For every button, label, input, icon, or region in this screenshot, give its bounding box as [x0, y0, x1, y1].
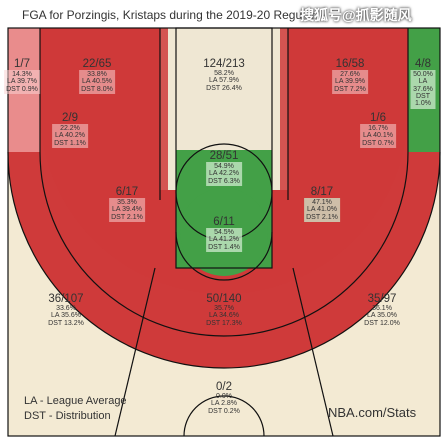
zone-label: 8/17 47.1% LA 41.0% DST 2.1% — [304, 186, 340, 224]
zone-pct: 14.3% — [12, 71, 32, 79]
zone-dst: DST 12.0% — [364, 319, 400, 327]
zone-la: LA 35.0% — [367, 312, 397, 320]
zone-dst: DST 7.2% — [334, 85, 366, 93]
zone-pct: 58.2% — [214, 70, 234, 78]
chart-title: FGA for Porzingis, Kristaps during the 2… — [22, 8, 316, 22]
zone-pct: 22.2% — [60, 125, 80, 133]
paint-lines — [175, 27, 273, 269]
deep-divider-left — [114, 267, 156, 437]
zone-fg: 28/51 — [209, 150, 239, 162]
zone-label: 124/213 58.2% LA 57.9% DST 26.4% — [203, 58, 245, 92]
zone-fg: 35/97 — [367, 293, 397, 305]
zone-label: 22/65 33.8% LA 40.5% DST 8.0% — [79, 58, 115, 96]
zone-pct: 33.6% — [56, 305, 76, 313]
zone-fg: 1/6 — [370, 112, 386, 124]
source-link[interactable]: NBA.com/Stats — [328, 405, 417, 420]
zone-pct: 27.6% — [340, 71, 360, 79]
zone-dst: DST 0.2% — [208, 407, 240, 415]
zone-dst: DST 2.1% — [111, 213, 143, 221]
zone-pct: 0.0% — [216, 393, 232, 401]
zone-la: LA 39.7% — [7, 78, 37, 86]
zone-pct: 54.5% — [214, 229, 234, 237]
zone-fg: 2/9 — [62, 112, 78, 124]
zone-label: 36/107 33.6% LA 35.6% DST 13.2% — [48, 293, 84, 327]
zone-dst: DST 0.9% — [6, 85, 38, 93]
zone-label: 1/6 16.7% LA 40.1% DST 0.7% — [360, 112, 396, 150]
zone-la: LA 2.8% — [210, 400, 238, 408]
zone-label: 6/11 54.5% LA 41.2% DST 1.4% — [206, 216, 242, 254]
zone-pct: 50.0% — [413, 71, 433, 79]
zone-dst: DST 17.3% — [206, 319, 242, 327]
zone-dst: DST 1.1% — [54, 139, 86, 147]
zone-la: LA 39.9% — [335, 78, 365, 86]
zone-top-key-fill-2 — [168, 28, 280, 190]
deep-divider-right — [292, 267, 334, 437]
zone-label: 2/9 22.2% LA 40.2% DST 1.1% — [52, 112, 88, 150]
zone-la: LA 37.6% — [413, 78, 433, 93]
zone-la: LA 57.9% — [209, 77, 239, 85]
zone-la: LA 41.0% — [307, 206, 337, 214]
zone-la: LA 34.6% — [209, 312, 239, 320]
zone-pct: 35.3% — [117, 199, 137, 207]
zone-label: 16/58 27.6% LA 39.9% DST 7.2% — [332, 58, 368, 96]
restricted-arc — [175, 231, 273, 281]
half-court-arc — [183, 395, 265, 437]
zone-la: LA 39.4% — [112, 206, 142, 214]
zone-dst: DST 26.4% — [206, 84, 242, 92]
zone-label: 4/8 50.0% LA 37.6% DST 1.0% — [410, 58, 436, 110]
zone-fg: 6/11 — [213, 216, 235, 228]
zone-dst: DST 1.4% — [208, 243, 240, 251]
zone-la: LA 41.2% — [209, 236, 239, 244]
zone-fg: 1/7 — [14, 58, 30, 70]
zone-pct: 36.1% — [372, 305, 392, 313]
legend-dst: DST - Distribution — [24, 410, 111, 422]
zone-fg: 22/65 — [82, 58, 112, 70]
watermark: 搜狐号@抓影随风 — [300, 7, 412, 23]
zone-pct: 54.9% — [214, 163, 234, 171]
outer-arc — [7, 151, 441, 369]
zone-label: 50/140 35.7% LA 34.6% DST 17.3% — [206, 293, 242, 327]
zone-fg: 124/213 — [203, 58, 245, 70]
zone-fg: 50/140 — [206, 293, 242, 305]
zone-la: LA 40.5% — [82, 78, 112, 86]
zone-pct: 35.7% — [214, 305, 234, 313]
zone-fg: 16/58 — [335, 58, 365, 70]
zone-fg: 0/2 — [216, 381, 232, 393]
zone-pct: 47.1% — [312, 199, 332, 207]
zone-pct: 16.7% — [368, 125, 388, 133]
zone-la: LA 40.1% — [363, 132, 393, 140]
zone-dst: DST 8.0% — [81, 85, 113, 93]
zone-dst: DST 2.1% — [306, 213, 338, 221]
zone-label: 6/17 35.3% LA 39.4% DST 2.1% — [109, 186, 145, 224]
zone-label: 28/51 54.9% LA 42.2% DST 6.3% — [206, 150, 242, 188]
zone-fg: 8/17 — [310, 186, 334, 198]
zone-dst: DST 0.7% — [362, 139, 394, 147]
zone-fg: 4/8 — [415, 58, 431, 70]
zone-la: LA 40.2% — [55, 132, 85, 140]
three-point-arc — [39, 151, 409, 337]
zone-label: 0/2 0.0% LA 2.8% DST 0.2% — [208, 381, 240, 415]
zone-la: LA 35.6% — [51, 312, 81, 320]
zone-dst: DST 1.0% — [415, 93, 431, 108]
zone-fg: 36/107 — [48, 293, 84, 305]
zone-fg: 6/17 — [115, 186, 139, 198]
zone-dst: DST 6.3% — [208, 177, 240, 185]
zone-label: 1/7 14.3% LA 39.7% DST 0.9% — [4, 58, 40, 96]
zone-label: 35/97 36.1% LA 35.0% DST 12.0% — [364, 293, 400, 327]
zone-la: LA 42.2% — [209, 170, 239, 178]
legend-la: LA - League Average — [24, 395, 127, 407]
zone-pct: 33.8% — [87, 71, 107, 79]
zone-dst: DST 13.2% — [48, 319, 84, 327]
